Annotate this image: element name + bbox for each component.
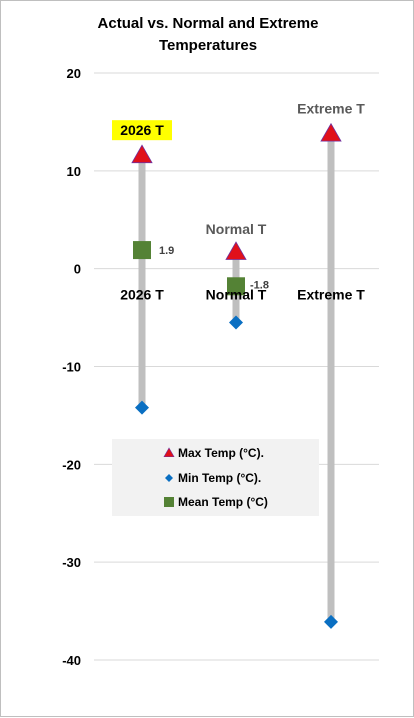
y-tick-label: -40: [62, 653, 81, 668]
marker-min-temp: [229, 315, 243, 330]
legend-background: [112, 439, 319, 516]
y-tick-label: 0: [74, 262, 81, 277]
legend-marker-max: [163, 447, 175, 458]
legend: Max Temp (°C). Min Temp (°C). Mean Temp …: [112, 439, 319, 516]
marker-min-temp: [135, 400, 149, 415]
y-tick-label: 20: [67, 66, 81, 81]
range-bars: [138, 133, 335, 622]
y-tick-label: -30: [62, 555, 81, 570]
marker-mean-temp: [133, 241, 151, 260]
legend-marker-min: [165, 474, 173, 482]
y-axis-tick-labels: -40 -30 -20 -10 0 10 20: [62, 66, 81, 668]
marker-max-temp: [131, 144, 153, 164]
marker-max-temp: [225, 241, 247, 260]
marker-max-temp: [320, 122, 342, 142]
y-tick-label: -10: [62, 360, 81, 375]
annotation-2026: 2026 T: [120, 122, 164, 138]
category-label-extreme: Extreme T: [297, 287, 365, 303]
annotation-normal: Normal T: [206, 221, 267, 237]
marker-mean-temp: [227, 277, 245, 296]
annotation-highlight: [112, 120, 172, 141]
data-label-mean-normal: -1.8: [250, 279, 269, 291]
chart-title-line-2: Temperatures: [159, 37, 257, 54]
category-label-2026: 2026 T: [120, 287, 164, 303]
category-label-normal: Normal T: [206, 287, 267, 303]
top-annotations: 2026 T Normal T Extreme T: [112, 101, 365, 237]
chart-title-line-1: Actual vs. Normal and Extreme: [98, 15, 319, 32]
marker-min-temp: [324, 614, 338, 629]
data-label-mean-2026: 1.9: [159, 245, 174, 257]
annotation-extreme: Extreme T: [297, 101, 365, 117]
category-labels: 2026 T Normal T Extreme T: [120, 287, 365, 303]
y-tick-label: -20: [62, 457, 81, 472]
legend-label-min: Min Temp (°C).: [178, 471, 261, 485]
data-markers: [131, 122, 342, 629]
legend-label-max: Max Temp (°C).: [178, 446, 264, 460]
legend-label-mean: Mean Temp (°C): [178, 495, 268, 509]
y-tick-label: 10: [67, 164, 81, 179]
legend-marker-mean: [164, 497, 174, 507]
